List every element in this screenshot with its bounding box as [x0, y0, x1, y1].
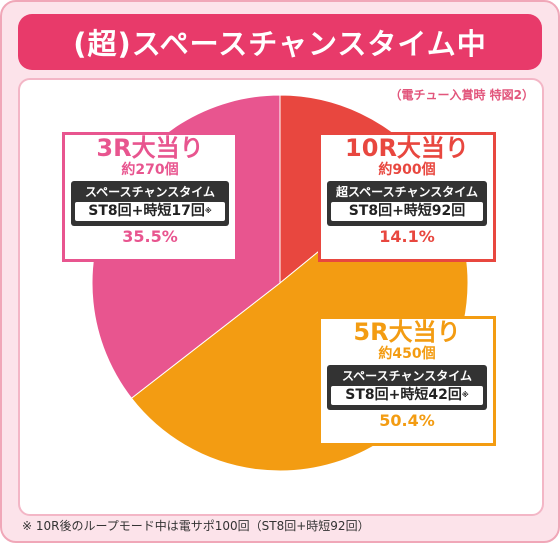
slice-pct-10r: 14.1% — [379, 227, 435, 246]
slice-mode-10r: 超スペースチャンスタイム — [336, 185, 478, 199]
note-top: （電チュー入賞時 特図2） — [389, 88, 534, 102]
mode-block-10r: 超スペースチャンスタイム ST8回+時短92回 — [327, 181, 487, 226]
footnote: ※ 10R後のループモード中は電サポ100回（ST8回+時短92回） — [22, 519, 370, 533]
slice-label-10r: 10R大当り — [345, 134, 469, 162]
mode-block-3r: スペースチャンスタイム ST8回+時短17回※ — [71, 181, 229, 226]
slice-pct-3r: 35.5% — [122, 227, 178, 246]
label-box-3r: 3R大当り 約270個 スペースチャンスタイム ST8回+時短17回※ 35.5… — [62, 132, 238, 262]
slice-mode-5r: スペースチャンスタイム — [342, 369, 472, 383]
slice-label-5r: 5R大当り — [353, 318, 461, 346]
slice-st-5r: ST8回+時短42回※ — [331, 386, 483, 405]
slice-st-text-5r: ST8回+時短42回 — [345, 387, 462, 403]
title-bar: (超)スペースチャンスタイム中 — [18, 14, 542, 70]
slice-count-10r: 約900個 — [378, 162, 436, 178]
slice-count-5r: 約450個 — [378, 346, 436, 362]
slice-pct-5r: 50.4% — [379, 411, 435, 430]
slice-st-3r: ST8回+時短17回※ — [75, 202, 225, 221]
slice-st-text-3r: ST8回+時短17回 — [88, 203, 205, 219]
slice-label-3r: 3R大当り — [96, 134, 204, 162]
slice-st-text-10r: ST8回+時短92回 — [348, 203, 466, 219]
slice-mark-3r: ※ — [204, 207, 212, 215]
label-box-5r: 5R大当り 約450個 スペースチャンスタイム ST8回+時短42回※ 50.4… — [318, 316, 496, 446]
label-box-10r: 10R大当り 約900個 超スペースチャンスタイム ST8回+時短92回 14.… — [318, 132, 496, 262]
mode-block-5r: スペースチャンスタイム ST8回+時短42回※ — [327, 365, 487, 410]
chart-title: (超)スペースチャンスタイム中 — [73, 27, 487, 61]
slice-st-10r: ST8回+時短92回 — [331, 202, 483, 221]
slice-mark-5r: ※ — [461, 391, 469, 399]
slice-count-3r: 約270個 — [121, 162, 179, 178]
slice-mode-3r: スペースチャンスタイム — [85, 185, 215, 199]
